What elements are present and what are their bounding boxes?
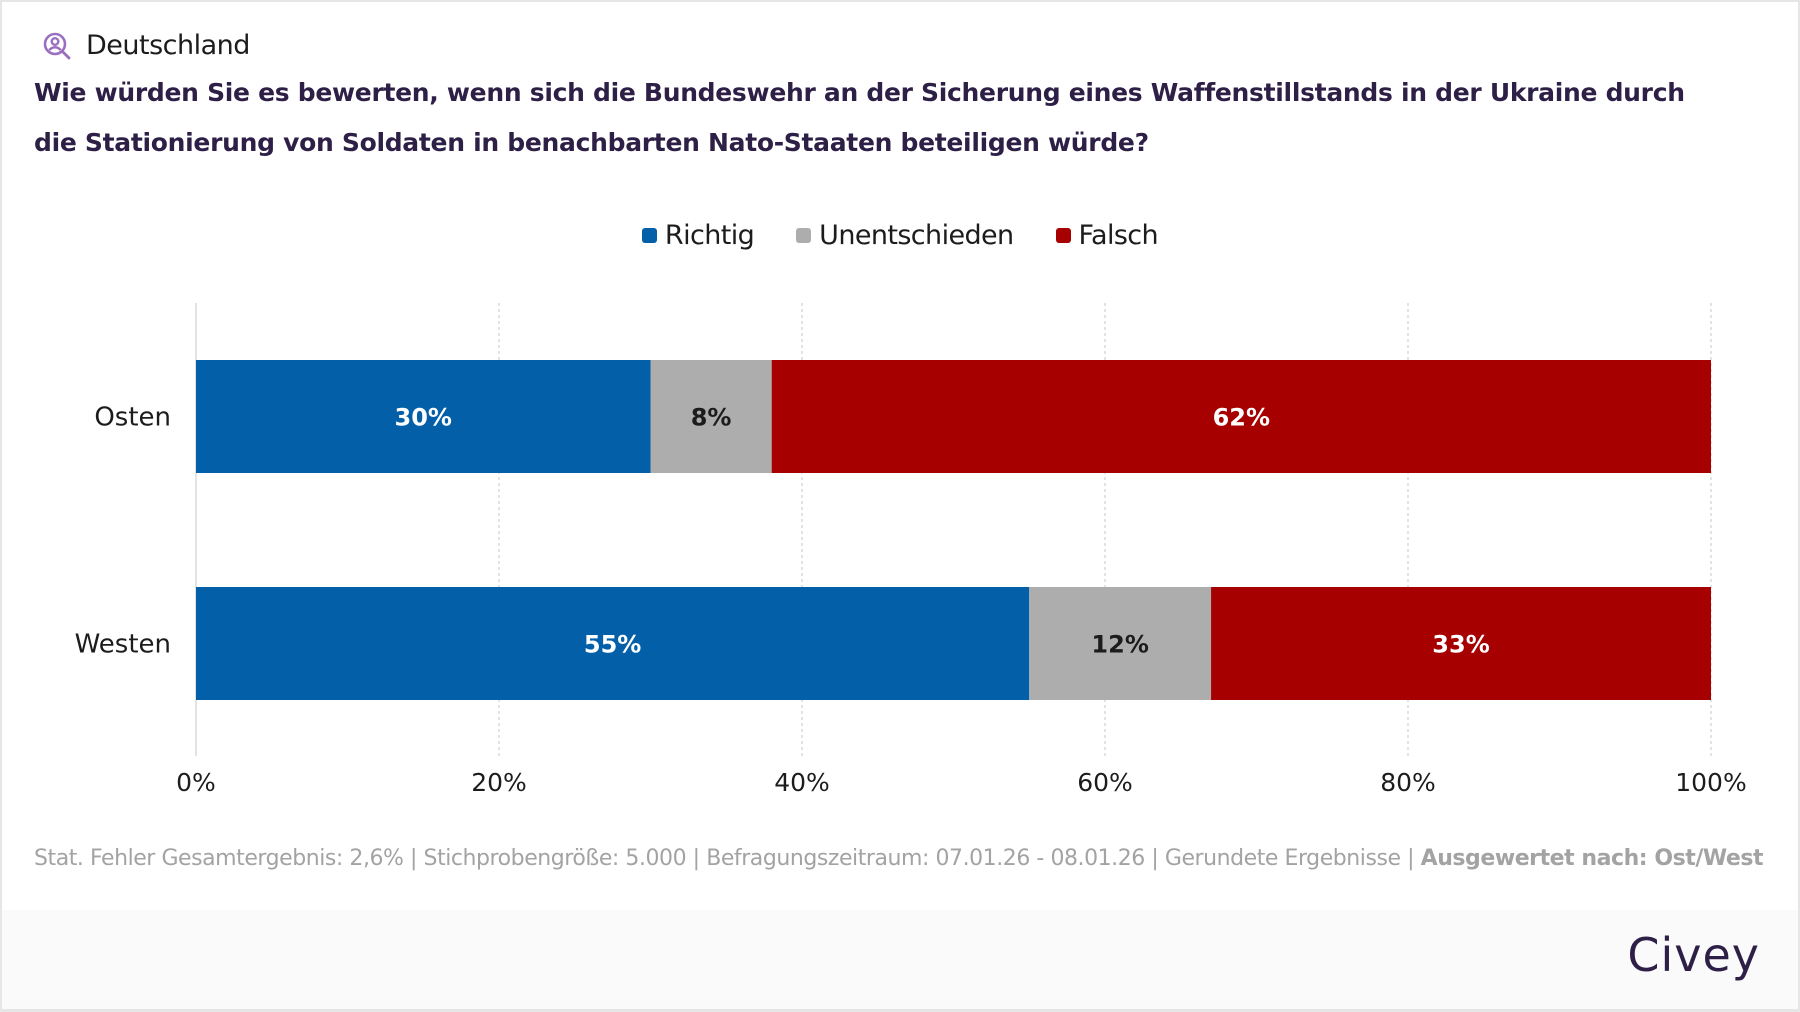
legend-item-unentschieden[interactable]: Unentschieden bbox=[796, 220, 1014, 251]
legend-swatch-falsch bbox=[1055, 228, 1071, 243]
bar-segment-unentschieden bbox=[1029, 587, 1212, 700]
x-tick-label: 40% bbox=[774, 768, 830, 797]
legend-item-richtig[interactable]: Richtig bbox=[641, 220, 755, 251]
stacked-bar-chart: 0% 20% 40% 60% 80% 100% Osten 30% 8% 62% Westen 55%… bbox=[75, 303, 1747, 797]
bar-segment-unentschieden bbox=[650, 360, 772, 473]
legend-label: Richtig bbox=[664, 220, 755, 251]
data-label: 33% bbox=[1432, 631, 1489, 659]
x-tick-label: 60% bbox=[1077, 768, 1133, 797]
user-search-icon bbox=[43, 32, 71, 59]
x-tick-label: 100% bbox=[1675, 768, 1746, 797]
data-label: 62% bbox=[1213, 404, 1270, 432]
legend-swatch-unentschieden bbox=[796, 228, 812, 243]
footnote-text: Stat. Fehler Gesamtergebnis: 2,6% | Stic… bbox=[34, 846, 1421, 871]
x-tick-label: 80% bbox=[1380, 768, 1436, 797]
legend-swatch-richtig bbox=[641, 228, 657, 243]
bar-segment-richtig bbox=[196, 360, 651, 473]
bar-segment-falsch bbox=[771, 360, 1711, 473]
footer-band bbox=[2, 910, 1798, 1009]
legend-label: Unentschieden bbox=[819, 220, 1014, 251]
data-label: 8% bbox=[691, 404, 732, 432]
legend: Richtig Unentschieden Falsch bbox=[0, 220, 1800, 251]
category-label: Westen bbox=[75, 630, 171, 660]
civey-logo: Civey bbox=[1627, 928, 1760, 982]
data-label: 12% bbox=[1091, 631, 1148, 659]
region-label: Deutschland bbox=[86, 30, 250, 61]
footnote-breakdown: Ausgewertet nach: Ost/West bbox=[1420, 846, 1764, 871]
chart-title: Wie würden Sie es bewerten, wenn sich di… bbox=[34, 78, 1685, 157]
data-label: 30% bbox=[395, 404, 452, 432]
category-label: Osten bbox=[94, 403, 171, 433]
bar-segment-richtig bbox=[196, 587, 1030, 700]
data-label: 55% bbox=[584, 631, 641, 659]
x-tick-label: 0% bbox=[176, 768, 216, 797]
legend-item-falsch[interactable]: Falsch bbox=[1055, 220, 1159, 251]
x-tick-label: 20% bbox=[471, 768, 527, 797]
bar-segment-falsch bbox=[1211, 587, 1711, 700]
region-header: Deutschland bbox=[42, 30, 250, 61]
legend-label: Falsch bbox=[1078, 220, 1159, 251]
footnote: Stat. Fehler Gesamtergebnis: 2,6% | Stic… bbox=[34, 846, 1764, 871]
